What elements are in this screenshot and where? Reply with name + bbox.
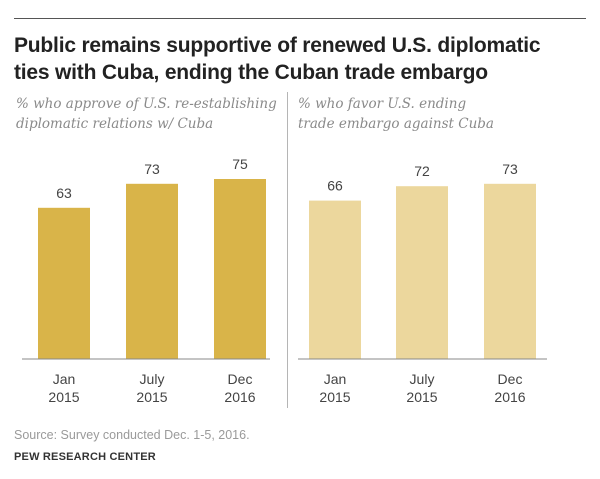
tick-label-1-3-1: Dec bbox=[228, 371, 253, 387]
bar-1-1 bbox=[38, 207, 90, 359]
data-label-1-3: 75 bbox=[232, 156, 248, 172]
left-subtitle-line-1: % who approve of U.S. re-establishing bbox=[16, 96, 277, 112]
bar-1-3 bbox=[214, 179, 266, 359]
tick-label-2-1-1: Jan bbox=[324, 371, 347, 387]
source-note: Source: Survey conducted Dec. 1-5, 2016. bbox=[14, 428, 250, 442]
left-subtitle-line-2: diplomatic relations w/ Cuba bbox=[16, 116, 214, 132]
data-label-2-1: 66 bbox=[327, 178, 343, 194]
tick-label-1-1-1: Jan bbox=[53, 371, 76, 387]
tick-label-2-2-2: 2015 bbox=[406, 389, 437, 405]
bar-2-3 bbox=[484, 183, 536, 359]
bar-2-2 bbox=[396, 186, 448, 359]
tick-label-1-1-2: 2015 bbox=[48, 389, 79, 405]
brand-label: PEW RESEARCH CENTER bbox=[14, 451, 156, 463]
tick-label-2-3-1: Dec bbox=[498, 371, 523, 387]
data-label-2-3: 73 bbox=[502, 161, 518, 177]
tick-label-2-3-2: 2016 bbox=[494, 389, 525, 405]
right-subtitle-line-1: % who favor U.S. ending bbox=[298, 96, 467, 112]
left-panel-subtitle: % who approve of U.S. re-establishing di… bbox=[16, 94, 281, 134]
chart-title: Public remains supportive of renewed U.S… bbox=[14, 34, 541, 84]
tick-label-1-3-2: 2016 bbox=[224, 389, 255, 405]
top-rule bbox=[14, 18, 586, 19]
data-label-1-2: 73 bbox=[144, 161, 160, 177]
tick-label-2-2-1: July bbox=[410, 371, 435, 387]
data-label-2-2: 72 bbox=[414, 163, 430, 179]
tick-label-1-2-1: July bbox=[140, 371, 165, 387]
bar-2-1 bbox=[309, 200, 361, 359]
right-subtitle-line-2: trade embargo against Cuba bbox=[298, 116, 494, 132]
data-label-1-1: 63 bbox=[56, 185, 72, 201]
tick-label-1-2-2: 2015 bbox=[136, 389, 167, 405]
tick-label-2-1-2: 2015 bbox=[319, 389, 350, 405]
right-panel-subtitle: % who favor U.S. ending trade embargo ag… bbox=[298, 94, 583, 134]
bar-1-2 bbox=[126, 183, 178, 359]
panel-divider bbox=[287, 92, 288, 408]
